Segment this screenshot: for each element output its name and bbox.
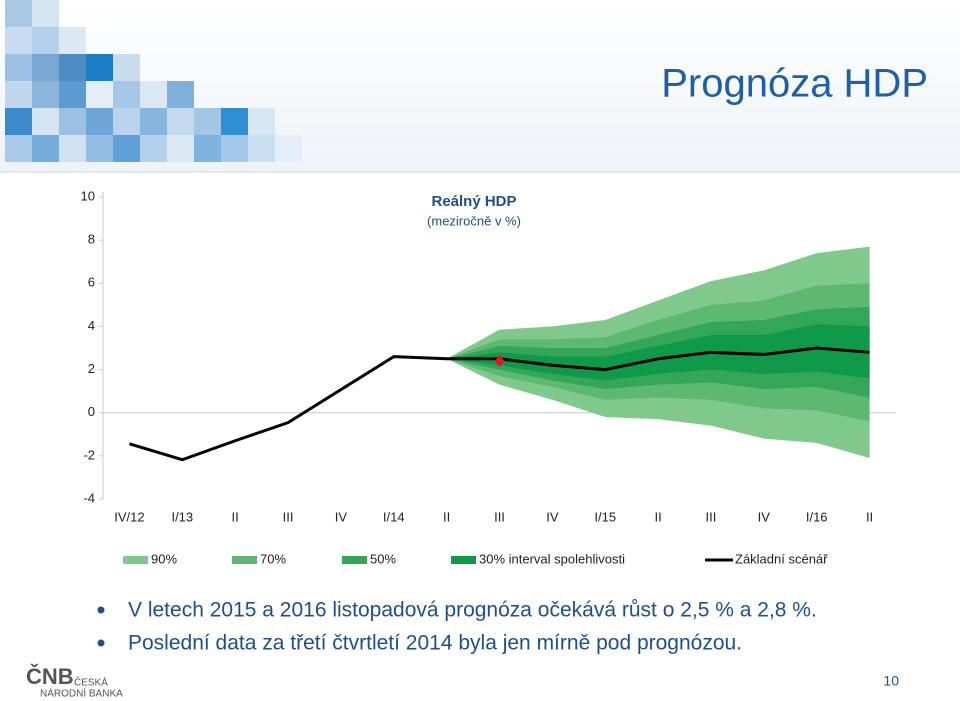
y-tick-label: 6 bbox=[88, 275, 95, 290]
x-tick-label: III bbox=[283, 509, 294, 524]
x-tick-label: I/16 bbox=[806, 509, 828, 524]
y-tick-label: 4 bbox=[88, 318, 95, 333]
x-tick-label: IV/12 bbox=[114, 509, 144, 524]
x-tick-label: II bbox=[654, 509, 661, 524]
x-tick-label: IV bbox=[758, 509, 771, 524]
x-tick-label: II bbox=[866, 509, 873, 524]
y-tick-label: 0 bbox=[88, 404, 95, 419]
x-tick-label: IV bbox=[335, 509, 348, 524]
logo-text: NÁRODNÍ BANKA bbox=[40, 687, 123, 700]
legend-swatch bbox=[232, 556, 257, 564]
x-tick-label: III bbox=[706, 509, 717, 524]
legend-label: 30% interval spolehlivosti bbox=[479, 551, 625, 566]
y-tick-label: 10 bbox=[81, 188, 95, 203]
logo-text: ČESKÁ bbox=[74, 676, 108, 689]
page-number: 10 bbox=[883, 673, 899, 689]
bullet-text: Poslední data za třetí čtvrtletí 2014 by… bbox=[128, 632, 742, 655]
x-tick-label: II bbox=[443, 509, 450, 524]
x-tick-label: III bbox=[494, 509, 505, 524]
highlight-point bbox=[494, 354, 505, 367]
y-tick-label: -4 bbox=[83, 490, 95, 505]
chart-title: Reálný HDP bbox=[431, 193, 516, 210]
legend-label: 70% bbox=[260, 551, 286, 566]
bullet-text: V letech 2015 a 2016 listopadová prognóz… bbox=[128, 599, 817, 622]
mosaic bbox=[5, 0, 302, 162]
y-tick-label: 8 bbox=[88, 232, 95, 247]
legend-swatch bbox=[123, 556, 148, 564]
legend-label: 50% bbox=[370, 551, 396, 566]
slide-title: Prognóza HDP bbox=[661, 62, 928, 106]
bullet-dot bbox=[97, 639, 105, 647]
x-tick-label: I/15 bbox=[594, 509, 616, 524]
bullet-dot bbox=[97, 606, 105, 614]
y-tick-label: -2 bbox=[83, 447, 95, 462]
legend-swatch bbox=[342, 556, 367, 564]
legend-label: 90% bbox=[151, 551, 177, 566]
legend-label: Základní scénář bbox=[735, 551, 828, 566]
x-tick-label: I/13 bbox=[171, 509, 193, 524]
logo-mark: ČNB bbox=[26, 664, 74, 689]
chart-subtitle: (meziročně v %) bbox=[427, 213, 521, 228]
x-tick-label: IV bbox=[546, 509, 559, 524]
x-tick-label: I/14 bbox=[383, 509, 405, 524]
legend-swatch bbox=[451, 556, 476, 564]
y-tick-label: 2 bbox=[88, 361, 95, 376]
x-tick-label: II bbox=[232, 509, 239, 524]
